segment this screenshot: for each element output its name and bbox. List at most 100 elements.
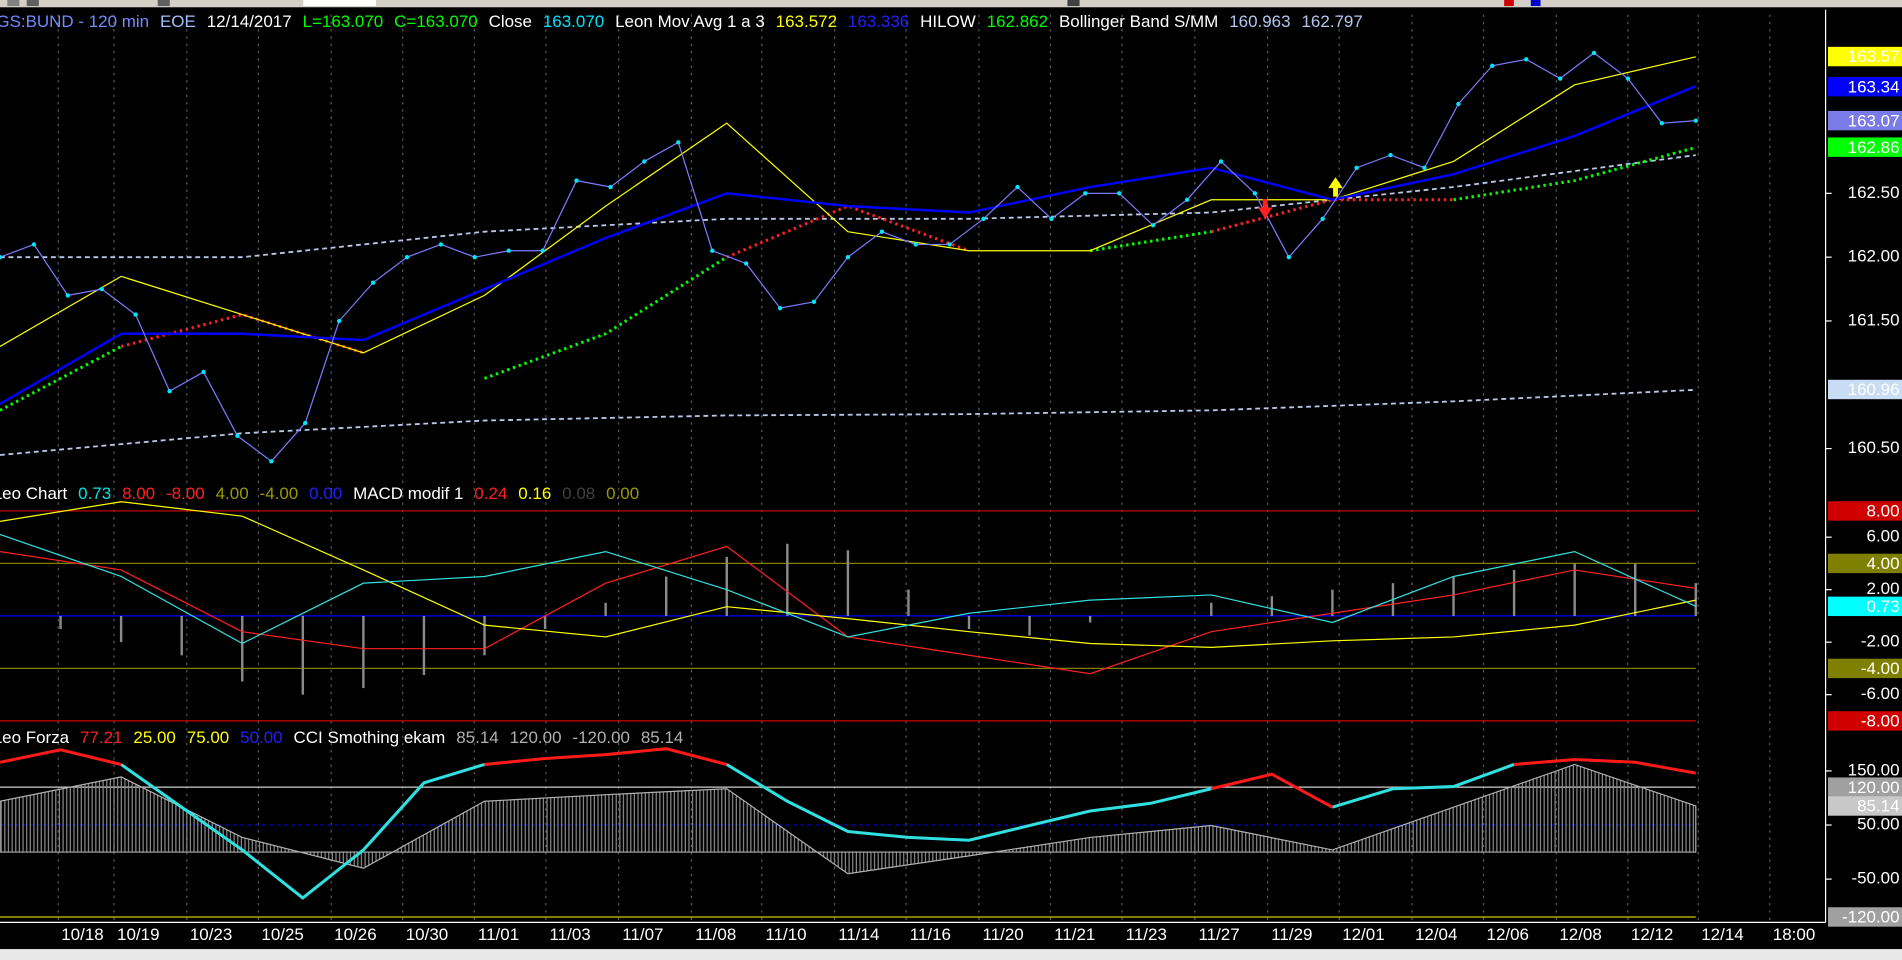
x-tick-label: 11/29 bbox=[1271, 925, 1312, 944]
x-tick-label: 11/16 bbox=[910, 925, 951, 944]
toolbar-icon[interactable] bbox=[1504, 0, 1514, 7]
x-tick-label: 11/21 bbox=[1054, 925, 1095, 944]
x-tick-label: 10/30 bbox=[406, 925, 448, 944]
x-tick-label: 12/14 bbox=[1701, 925, 1743, 944]
y-tick-label: -2.00 bbox=[1861, 632, 1900, 651]
value-tag bbox=[1828, 379, 1902, 400]
y-tick-label: 160.50 bbox=[1848, 438, 1900, 457]
x-tick-label: 11/07 bbox=[622, 925, 663, 944]
legend-item: Leo Forza bbox=[0, 729, 70, 748]
legend-item: HILOW bbox=[920, 13, 976, 32]
indicator-line bbox=[0, 747, 1697, 809]
legend-item: 0.08 bbox=[562, 485, 595, 504]
legend-item: 0.24 bbox=[474, 485, 507, 504]
x-tick-label: 12/06 bbox=[1487, 925, 1529, 944]
value-tag bbox=[1828, 553, 1902, 574]
value-tag bbox=[1828, 46, 1902, 67]
legend-item: -120.00 bbox=[572, 729, 630, 748]
toolbar-field[interactable] bbox=[303, 0, 377, 7]
pane-legend: GS:BUND - 120 min EOE 12/14/2017 L=163.070 C… bbox=[0, 13, 1363, 32]
legend-item: 163.572 bbox=[776, 13, 837, 32]
legend-item: Leon Mov Avg 1 a 3 bbox=[615, 13, 765, 32]
x-tick-label: 11/27 bbox=[1198, 925, 1239, 944]
toolbar-strip bbox=[0, 0, 1902, 8]
legend-item: 160.963 bbox=[1229, 13, 1290, 32]
legend-item: 8.00 bbox=[122, 485, 155, 504]
x-tick-label: 10/23 bbox=[190, 925, 232, 944]
toolbar bbox=[0, 0, 1902, 8]
value-tag bbox=[1828, 796, 1902, 816]
legend-item: 0.16 bbox=[518, 485, 551, 504]
legend-item: 12/14/2017 bbox=[207, 13, 292, 32]
y-tick-label: 162.50 bbox=[1848, 183, 1900, 202]
x-tick-label: 11/20 bbox=[983, 925, 1024, 944]
toolbar-icon[interactable] bbox=[7, 0, 20, 7]
value-tag bbox=[1828, 501, 1902, 521]
value-tag-label: 120.00 bbox=[1848, 778, 1900, 797]
legend-item: L=163.070 bbox=[303, 13, 384, 32]
y-tick-label: 6.00 bbox=[1867, 527, 1900, 546]
value-tag bbox=[1828, 777, 1902, 797]
legend-item: MACD modif 1 bbox=[353, 485, 463, 504]
legend-item: 4.00 bbox=[216, 485, 249, 504]
value-tag-label: 85.14 bbox=[1857, 797, 1899, 816]
y-tick-label: -6.00 bbox=[1861, 684, 1900, 703]
toolbar-icon[interactable] bbox=[157, 0, 170, 7]
legend-item: 0.00 bbox=[606, 485, 639, 504]
price-axis bbox=[1825, 9, 1902, 923]
toolbar-icon[interactable] bbox=[1530, 0, 1541, 7]
legend-item: -4.00 bbox=[260, 485, 299, 504]
buy-arrow bbox=[1328, 177, 1343, 197]
legend-item: Bollinger Band S/MM bbox=[1059, 13, 1218, 32]
value-tag-label: 160.96 bbox=[1848, 380, 1900, 399]
y-tick-label: 150.00 bbox=[1848, 760, 1900, 779]
value-tag bbox=[1828, 110, 1902, 131]
y-tick-label: 50.00 bbox=[1857, 814, 1899, 833]
x-axis: 10/18 10/19 10/23 10/25 10/26 10/30 11/01 11/03… bbox=[61, 925, 1815, 944]
y-tick-label: 162.00 bbox=[1848, 247, 1900, 266]
legend-item: GS:BUND - 120 min bbox=[0, 13, 149, 32]
value-tag-label: -4.00 bbox=[1861, 659, 1900, 678]
value-tag-label: 8.00 bbox=[1867, 502, 1900, 521]
legend-item: 162.797 bbox=[1301, 13, 1362, 32]
value-tag-label: -8.00 bbox=[1861, 712, 1900, 731]
legend-item: 163.070 bbox=[543, 13, 604, 32]
status-strip bbox=[0, 949, 1902, 960]
legends: GS:BUND - 120 min EOE 12/14/2017 L=163.070 C… bbox=[0, 13, 1363, 748]
value-tag bbox=[1828, 137, 1902, 157]
x-tick-label: 12/08 bbox=[1559, 925, 1601, 944]
toolbar-icon[interactable] bbox=[1067, 0, 1080, 7]
x-tick-label: 12/12 bbox=[1631, 925, 1673, 944]
value-tag-label: 4.00 bbox=[1867, 554, 1900, 573]
legend-item: 162.862 bbox=[987, 13, 1048, 32]
legend-item: CCI Smothing ekam bbox=[294, 729, 446, 748]
value-tag-label: 163.57 bbox=[1848, 47, 1900, 66]
right-axis: 160.50 161.50 162.00 162.50 163.57 163.34 163.… bbox=[1825, 46, 1902, 927]
x-tick-label: 11/08 bbox=[695, 925, 736, 944]
legend-item: 85.14 bbox=[641, 729, 683, 748]
x-tick-label: 10/25 bbox=[261, 925, 303, 944]
legend-item: 163.336 bbox=[848, 13, 909, 32]
value-tag-label: 163.07 bbox=[1848, 111, 1900, 130]
pane-legend: Leo Forza 77.21 25.00 75.00 50.00 CCI Smothin… bbox=[0, 729, 683, 748]
x-tick-label: 11/23 bbox=[1126, 925, 1167, 944]
x-tick-label: 12/04 bbox=[1415, 925, 1457, 944]
toolbar-icon[interactable] bbox=[26, 0, 39, 7]
vertical-grid bbox=[57, 14, 1771, 923]
value-tag-label: -120.00 bbox=[1842, 908, 1900, 927]
value-tag bbox=[1828, 76, 1902, 97]
x-tick-label: 11/01 bbox=[478, 925, 519, 944]
legend-item: 50.00 bbox=[240, 729, 282, 748]
y-tick-label: 2.00 bbox=[1867, 579, 1900, 598]
x-tick-label: 18:00 bbox=[1773, 925, 1815, 944]
plot-area bbox=[0, 50, 1698, 918]
pane-legend: Leo Chart 0.73 8.00 -8.00 4.00 -4.00 0.00 MACD … bbox=[0, 485, 639, 504]
legend-item: 77.21 bbox=[80, 729, 122, 748]
value-tag-label: 162.86 bbox=[1848, 138, 1900, 157]
legend-item: 0.73 bbox=[78, 485, 111, 504]
legend-item: 0.00 bbox=[309, 485, 342, 504]
value-tag-label: 0.73 bbox=[1867, 597, 1900, 616]
x-tick-label: 10/18 bbox=[61, 925, 103, 944]
